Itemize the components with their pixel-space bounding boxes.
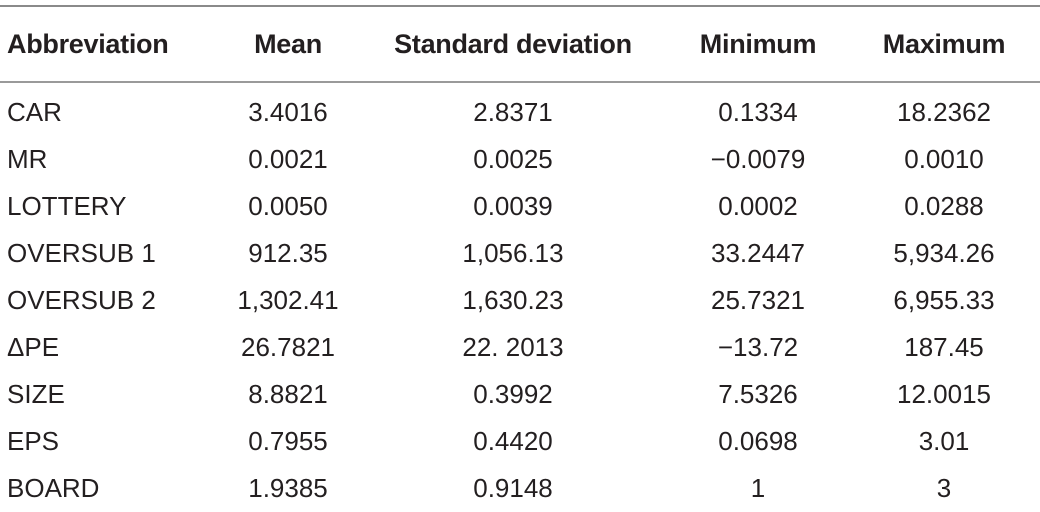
cell-maximum: 3 [936, 473, 952, 503]
cell-maximum: 6,955.33 [893, 285, 995, 315]
cell-standard-deviation: 1,056.13 [462, 238, 564, 268]
cell-abbreviation: EPS [7, 426, 60, 456]
table-row: MR 0.0021 0.0025 −0.0079 0.0010 [0, 136, 1040, 183]
table-row: CAR 3.4016 2.8371 0.1334 18.2362 [0, 89, 1040, 136]
cell-maximum: 12.0015 [897, 379, 991, 409]
cell-maximum: 0.0288 [904, 191, 984, 221]
cell-abbreviation: MR [7, 144, 48, 174]
cell-mean: 26.7821 [241, 332, 335, 362]
cell-mean: 912.35 [248, 238, 328, 268]
cell-abbreviation: LOTTERY [7, 191, 127, 221]
cell-standard-deviation: 0.4420 [473, 426, 553, 456]
table-row: SIZE 8.8821 0.3992 7.5326 12.0015 [0, 371, 1040, 418]
cell-mean: 8.8821 [248, 379, 328, 409]
cell-minimum: 25.7321 [711, 285, 805, 315]
cell-minimum: −13.72 [717, 332, 799, 362]
cell-mean: 0.0021 [248, 144, 328, 174]
cell-standard-deviation: 22. 2013 [462, 332, 564, 362]
cell-standard-deviation: 0.0025 [473, 144, 553, 174]
cell-mean: 0.0050 [248, 191, 328, 221]
cell-minimum: 33.2447 [711, 238, 805, 268]
cell-abbreviation: OVERSUB 2 [7, 285, 156, 315]
header-minimum: Minimum [699, 28, 817, 59]
cell-abbreviation: CAR [7, 97, 62, 127]
cell-maximum: 18.2362 [897, 97, 991, 127]
cell-standard-deviation: 0.0039 [473, 191, 553, 221]
header-abbreviation: Abbreviation [7, 28, 169, 59]
cell-minimum: 7.5326 [718, 379, 798, 409]
cell-minimum: 0.1334 [718, 97, 798, 127]
table-header-rule [0, 81, 1040, 83]
cell-mean: 1.9385 [248, 473, 328, 503]
table-top-rule [0, 5, 1040, 7]
cell-minimum: 0.0698 [718, 426, 798, 456]
cell-abbreviation: ΔPE [7, 332, 60, 362]
cell-minimum: 0.0002 [718, 191, 798, 221]
table-row: OVERSUB 1 912.35 1,056.13 33.2447 5,934.… [0, 230, 1040, 277]
table-row: ΔPE 26.7821 22. 2013 −13.72 187.45 [0, 324, 1040, 371]
table-body: CAR 3.4016 2.8371 0.1334 18.2362 MR 0.00… [0, 89, 1040, 512]
header-standard-deviation: Standard deviation [394, 28, 632, 59]
cell-maximum: 3.01 [918, 426, 970, 456]
cell-maximum: 187.45 [904, 332, 984, 362]
cell-standard-deviation: 2.8371 [473, 97, 553, 127]
cell-standard-deviation: 1,630.23 [462, 285, 564, 315]
cell-mean: 3.4016 [248, 97, 328, 127]
cell-minimum: −0.0079 [710, 144, 806, 174]
cell-abbreviation: OVERSUB 1 [7, 238, 156, 268]
table-row: LOTTERY 0.0050 0.0039 0.0002 0.0288 [0, 183, 1040, 230]
table-row: EPS 0.7955 0.4420 0.0698 3.01 [0, 418, 1040, 465]
table-header-row: Abbreviation Mean Standard deviation Min… [0, 7, 1040, 81]
header-mean: Mean [254, 28, 322, 59]
cell-maximum: 5,934.26 [893, 238, 995, 268]
cell-abbreviation: BOARD [7, 473, 100, 503]
table-row: BOARD 1.9385 0.9148 1 3 [0, 465, 1040, 512]
table-row: OVERSUB 2 1,302.41 1,630.23 25.7321 6,95… [0, 277, 1040, 324]
cell-standard-deviation: 0.9148 [473, 473, 553, 503]
cell-minimum: 1 [750, 473, 766, 503]
cell-maximum: 0.0010 [904, 144, 984, 174]
cell-abbreviation: SIZE [7, 379, 65, 409]
cell-mean: 1,302.41 [237, 285, 339, 315]
header-maximum: Maximum [882, 28, 1006, 59]
cell-standard-deviation: 0.3992 [473, 379, 553, 409]
cell-mean: 0.7955 [248, 426, 328, 456]
